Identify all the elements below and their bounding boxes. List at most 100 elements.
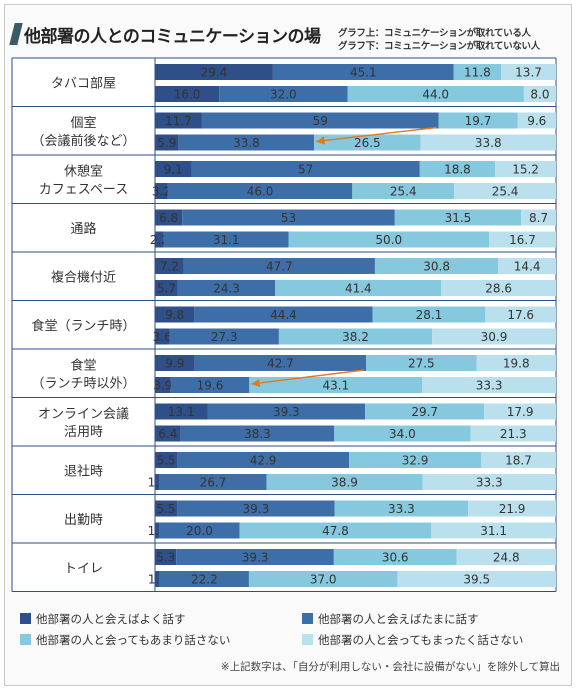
bar-segment-bottom [239, 522, 432, 539]
data-label: 46.0 [247, 185, 274, 199]
bar-segment-top [495, 161, 556, 177]
data-label: 13.7 [515, 66, 542, 80]
data-label: 21.9 [499, 502, 526, 516]
legend-item-rarely: 他部署の人と会ってもあまり話さない [20, 632, 230, 648]
data-label: 28.1 [416, 308, 443, 322]
bar-segment-bottom [275, 280, 442, 296]
data-label: 33.3 [476, 379, 503, 393]
chart-title: 他部署の人とのコミュニケーションの場 [24, 27, 321, 47]
bar-segment-top [468, 500, 556, 517]
category-label: （会議前後など） [31, 133, 135, 149]
data-label: 45.1 [350, 66, 377, 80]
bar-segment-top [366, 355, 477, 371]
data-label: 15.2 [512, 163, 539, 177]
bar-segment-bottom [155, 134, 179, 151]
bar-segment-bottom [352, 183, 455, 199]
data-label: 31.1 [480, 524, 507, 538]
data-label: 32.0 [270, 88, 297, 102]
category-label: トイレ [64, 561, 103, 576]
bar-segment-top [155, 306, 195, 323]
data-label: 19.8 [503, 357, 530, 371]
stacked-bar-chart: タバコ部屋 29.4 45.1 11.8 13.7 16.0 32.0 44.0 8.0 個室 （会… [11, 57, 557, 592]
data-label: 19.6 [197, 379, 224, 393]
data-label: 39.3 [242, 502, 269, 516]
data-label: 25.4 [390, 185, 417, 199]
bar-segment-top [155, 452, 178, 468]
bar-segment-top [334, 500, 469, 517]
data-label: 33.8 [233, 136, 260, 150]
bar-segment-top [372, 306, 486, 323]
bar-segment-bottom [155, 86, 220, 102]
category-label: （ランチ時以外） [31, 376, 135, 391]
data-label: 33.3 [388, 502, 415, 516]
data-label: 6.8 [159, 211, 178, 225]
bar-segment-top [155, 500, 178, 517]
data-label: 13.1 [168, 405, 195, 419]
bar-segment-top [498, 258, 556, 274]
decline-arrow [316, 126, 437, 145]
bar-segment-top [155, 112, 202, 129]
data-label: 39.3 [242, 551, 269, 565]
legend-item-sometimes: 他部署の人と会えばたまに話す [302, 611, 479, 627]
data-label: 30.9 [481, 330, 508, 344]
bar-segment-bottom [169, 328, 279, 345]
data-label: 9.8 [165, 308, 184, 322]
bar-segment-bottom [170, 377, 250, 393]
data-label: 14.4 [514, 260, 541, 274]
bar-segment-top [476, 355, 556, 371]
bar-segment-top [177, 452, 350, 468]
category-label: タバコ部屋 [51, 76, 116, 91]
bar-segment-bottom [441, 280, 556, 296]
bar-segment-bottom [167, 183, 353, 199]
bar-segment-bottom [219, 86, 348, 102]
data-label: 47.8 [322, 524, 349, 538]
data-label: 39.3 [273, 405, 300, 419]
data-label: 26.5 [354, 136, 381, 150]
bar-segment-bottom [155, 183, 168, 199]
data-label: 16.0 [174, 88, 201, 102]
bar-segment-top [155, 355, 195, 371]
bar-segment-top [201, 112, 439, 129]
data-label: 16.7 [509, 233, 536, 247]
data-label: 9.9 [165, 357, 184, 371]
bar-segment-top [484, 403, 556, 420]
data-label: 11.8 [464, 66, 491, 80]
data-label: 43.1 [322, 379, 349, 393]
bar-segment-bottom [422, 474, 556, 490]
bar-segment-top [183, 258, 375, 274]
data-label: 31.1 [213, 233, 240, 247]
data-label: 29.4 [201, 66, 228, 80]
data-label: 3.9 [153, 379, 172, 393]
data-label: 19.7 [465, 114, 492, 128]
data-label: 24.8 [493, 551, 520, 565]
bar-segment-bottom [523, 86, 556, 102]
data-label: 42.9 [250, 454, 277, 468]
bar-segment-bottom [489, 231, 556, 248]
bar-segment-top [272, 64, 454, 80]
bar-segment-top [501, 64, 556, 80]
bar-segment-bottom [249, 377, 423, 393]
data-label: 6.4 [158, 427, 177, 441]
data-label: 59 [313, 114, 328, 128]
legend-swatch-often [20, 613, 31, 624]
bar-segment-bottom [155, 328, 170, 345]
data-label: 32.9 [402, 454, 429, 468]
data-label: 30.8 [423, 260, 450, 274]
bar-segment-top [207, 403, 366, 420]
data-label: 38.2 [342, 330, 369, 344]
bar-segment-bottom [470, 425, 556, 442]
data-label: 24.3 [213, 282, 240, 296]
bar-segment-top [191, 161, 420, 177]
bar-segment-bottom [159, 474, 267, 490]
bar-segment-bottom [155, 474, 160, 490]
bar-segment-top [349, 452, 482, 468]
legend-label-sometimes: 他部署の人と会えばたまに話す [318, 612, 479, 626]
data-label: 5.5 [156, 502, 175, 516]
data-label: 28.6 [485, 282, 512, 296]
bar-segment-top [155, 258, 184, 274]
data-label: 37.0 [310, 573, 337, 587]
note-top-graph: グラフ上：コミュニケーションが取れている人 [338, 28, 531, 39]
note-bottom-graph: グラフ下：コミュニケーションが取れていない人 [338, 41, 540, 52]
data-label: 29.7 [411, 405, 438, 419]
data-label: 20.0 [186, 524, 213, 538]
